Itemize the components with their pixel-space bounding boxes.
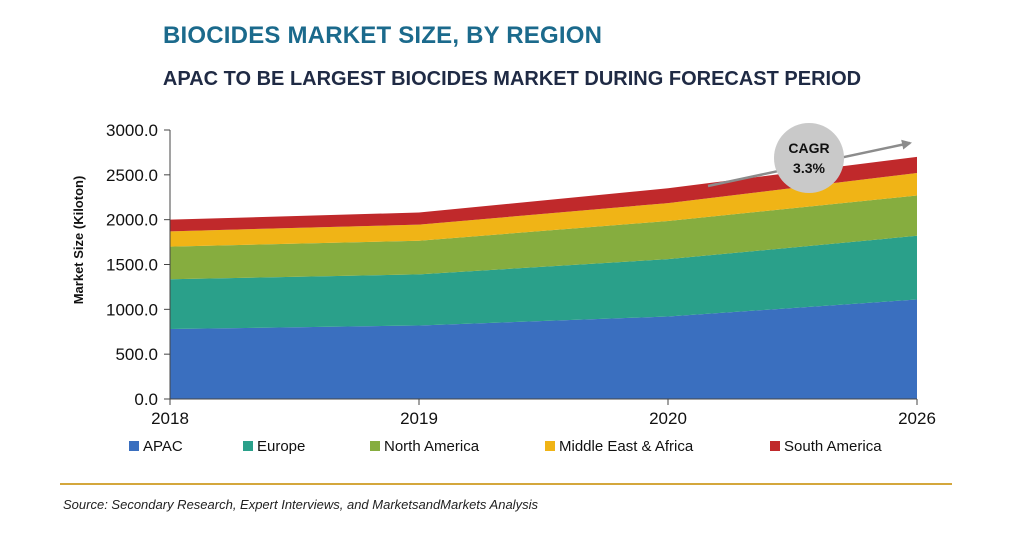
y-axis-label: Market Size (Kiloton)	[71, 176, 86, 305]
y-tick-label: 0.0	[134, 390, 158, 409]
chart-subtitle: APAC TO BE LARGEST BIOCIDES MARKET DURIN…	[162, 68, 862, 90]
cagr-annotation: CAGR 3.3%	[707, 123, 912, 193]
x-tick-label: 2018	[151, 409, 189, 428]
source-note: Source: Secondary Research, Expert Inter…	[63, 497, 538, 512]
legend-label-apac: APAC	[143, 438, 183, 455]
x-tick-label: 2020	[649, 409, 687, 428]
cagr-circle	[774, 123, 844, 193]
y-tick-label: 3000.0	[106, 121, 158, 140]
y-tick-label: 500.0	[115, 345, 158, 364]
y-tick-label: 1000.0	[106, 300, 158, 319]
legend-swatch-north-america	[370, 441, 380, 451]
legend-label-europe: Europe	[257, 438, 305, 455]
area-south-america	[170, 156, 917, 232]
legend-swatch-middle-east-africa	[545, 441, 555, 451]
area-apac	[170, 299, 917, 399]
x-tick-labels: 2018 2019 2020 2026	[151, 399, 936, 428]
legend-label-middle-east-africa: Middle East & Africa	[559, 438, 694, 455]
area-north-america	[170, 195, 917, 280]
legend-swatch-apac	[129, 441, 139, 451]
x-tick-label: 2026	[898, 409, 936, 428]
area-middle-east-africa	[170, 173, 917, 247]
legend-swatch-south-america	[770, 441, 780, 451]
cagr-label: CAGR	[788, 140, 829, 156]
stacked-area-chart: 0.0 500.0 1000.0 1500.0 2000.0 2500.0 3000.0 2…	[71, 121, 936, 455]
legend: APAC Europe North America Middle East & Afr…	[129, 438, 882, 455]
x-tick-label: 2019	[400, 409, 438, 428]
cagr-value: 3.3%	[793, 160, 825, 176]
y-tick-label: 1500.0	[106, 256, 158, 275]
area-europe	[170, 235, 917, 330]
source-divider	[60, 483, 952, 485]
chart-title: BIOCIDES MARKET SIZE, BY REGION	[163, 22, 603, 49]
legend-label-south-america: South America	[784, 438, 882, 455]
y-tick-label: 2500.0	[106, 166, 158, 185]
y-tick-labels: 0.0 500.0 1000.0 1500.0 2000.0 2500.0 3000.0	[106, 121, 170, 409]
plot-areas	[170, 156, 917, 399]
y-tick-label: 2000.0	[106, 211, 158, 230]
legend-label-north-america: North America	[384, 438, 480, 455]
legend-swatch-europe	[243, 441, 253, 451]
